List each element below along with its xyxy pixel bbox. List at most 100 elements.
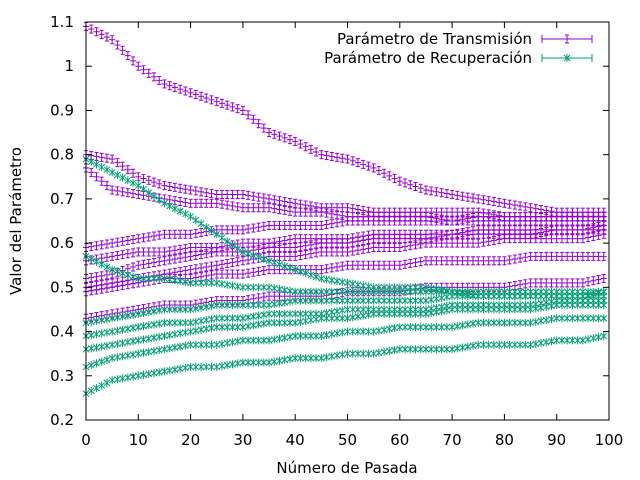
data-point — [532, 204, 539, 214]
data-point — [286, 197, 293, 207]
data-point — [135, 247, 142, 257]
data-point — [119, 187, 126, 197]
data-point — [297, 287, 304, 296]
data-point — [589, 314, 597, 323]
data-point — [292, 220, 299, 230]
data-point — [406, 287, 414, 296]
data-point — [119, 269, 126, 278]
data-point — [114, 267, 121, 276]
data-point — [255, 301, 262, 310]
data-point — [271, 195, 278, 205]
data-point — [124, 311, 132, 320]
data-point — [438, 238, 445, 248]
data-point — [564, 212, 571, 222]
data-point — [339, 203, 346, 213]
data-point — [521, 318, 529, 327]
data-point — [171, 365, 179, 374]
data-point — [527, 234, 534, 244]
data-point — [590, 231, 597, 241]
data-point — [470, 238, 477, 248]
data-point — [433, 294, 440, 303]
data-point — [490, 256, 497, 266]
data-point — [192, 362, 200, 371]
data-point — [548, 234, 555, 244]
data-point — [490, 292, 498, 301]
data-point — [260, 301, 268, 310]
data-point — [328, 352, 336, 361]
data-point — [145, 274, 153, 283]
data-point — [192, 228, 199, 238]
data-point — [548, 337, 555, 346]
data-point — [239, 269, 246, 279]
data-point — [475, 256, 482, 266]
data-point — [281, 205, 288, 215]
data-point — [134, 309, 142, 318]
data-point — [224, 269, 231, 279]
data-point — [333, 351, 341, 360]
data-point — [229, 102, 236, 112]
data-point — [475, 229, 482, 239]
data-point — [166, 182, 173, 192]
data-point — [145, 232, 152, 242]
data-point — [506, 292, 513, 301]
data-point — [412, 296, 419, 305]
data-point — [391, 346, 398, 355]
data-point — [459, 256, 466, 266]
data-point — [192, 243, 199, 253]
data-point — [93, 316, 100, 325]
data-point — [475, 194, 482, 204]
data-point — [187, 243, 194, 253]
data-point — [474, 305, 482, 314]
data-point — [585, 277, 592, 287]
data-point — [270, 300, 278, 309]
data-point — [88, 24, 95, 34]
data-point — [114, 171, 121, 180]
data-point — [595, 314, 602, 323]
data-point — [459, 292, 466, 301]
data-point — [218, 189, 225, 199]
data-point — [542, 316, 550, 325]
data-point — [119, 236, 126, 246]
data-point — [422, 296, 430, 305]
data-point — [375, 216, 382, 226]
data-point — [281, 243, 288, 253]
data-point — [224, 258, 231, 268]
data-point — [223, 301, 231, 310]
data-point — [239, 336, 247, 345]
data-point — [302, 316, 310, 325]
data-point — [203, 198, 210, 208]
data-point — [255, 253, 262, 262]
data-point — [386, 243, 393, 253]
data-point — [176, 305, 184, 314]
data-point — [302, 250, 309, 260]
data-point — [150, 274, 158, 283]
data-point — [302, 269, 310, 278]
data-point — [109, 251, 116, 261]
x-tick-label: 40 — [286, 431, 305, 449]
data-point — [313, 220, 320, 230]
data-point — [145, 188, 153, 197]
data-point — [417, 257, 424, 267]
data-point — [375, 234, 382, 244]
data-point — [161, 331, 168, 340]
data-point — [496, 235, 503, 245]
data-point — [208, 95, 215, 105]
data-point — [292, 207, 299, 217]
data-point — [124, 280, 131, 290]
data-point — [265, 283, 273, 292]
data-point — [600, 301, 608, 310]
data-point — [365, 243, 372, 253]
data-point — [370, 349, 378, 358]
data-point — [563, 314, 571, 323]
data-point — [438, 216, 445, 226]
series-curve — [83, 163, 607, 226]
data-point — [553, 336, 561, 345]
data-point — [590, 251, 597, 261]
data-point — [124, 249, 131, 259]
data-point — [375, 287, 383, 296]
data-point — [558, 251, 565, 261]
data-point — [354, 312, 362, 321]
data-point — [276, 309, 283, 318]
data-point — [579, 278, 586, 288]
data-point — [171, 318, 179, 327]
